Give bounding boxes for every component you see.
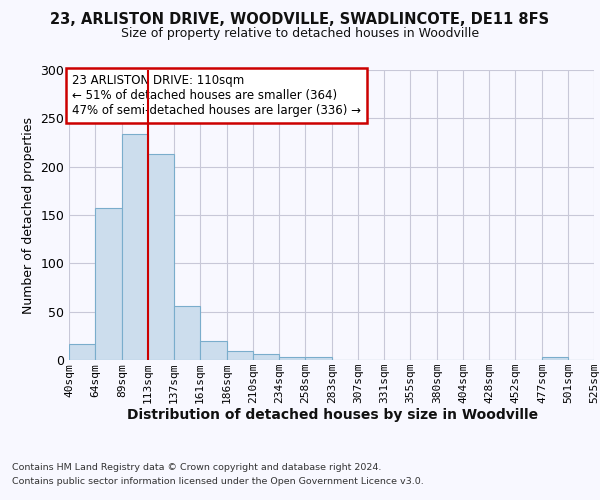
Bar xyxy=(95,208,122,360)
Bar xyxy=(305,357,332,360)
Text: Distribution of detached houses by size in Woodville: Distribution of detached houses by size … xyxy=(127,408,539,422)
Text: Contains HM Land Registry data © Crown copyright and database right 2024.: Contains HM Land Registry data © Crown c… xyxy=(12,462,382,471)
Bar xyxy=(122,134,148,360)
Bar xyxy=(542,357,568,360)
Text: Contains public sector information licensed under the Open Government Licence v3: Contains public sector information licen… xyxy=(12,478,424,486)
Y-axis label: Number of detached properties: Number of detached properties xyxy=(22,116,35,314)
Bar xyxy=(200,340,227,360)
Text: 23 ARLISTON DRIVE: 110sqm
← 51% of detached houses are smaller (364)
47% of semi: 23 ARLISTON DRIVE: 110sqm ← 51% of detac… xyxy=(71,74,361,118)
Bar xyxy=(279,357,305,360)
Bar xyxy=(253,354,279,360)
Bar xyxy=(227,352,253,360)
Bar xyxy=(69,344,95,360)
Bar xyxy=(148,154,174,360)
Bar xyxy=(174,306,200,360)
Text: 23, ARLISTON DRIVE, WOODVILLE, SWADLINCOTE, DE11 8FS: 23, ARLISTON DRIVE, WOODVILLE, SWADLINCO… xyxy=(50,12,550,28)
Text: Size of property relative to detached houses in Woodville: Size of property relative to detached ho… xyxy=(121,28,479,40)
